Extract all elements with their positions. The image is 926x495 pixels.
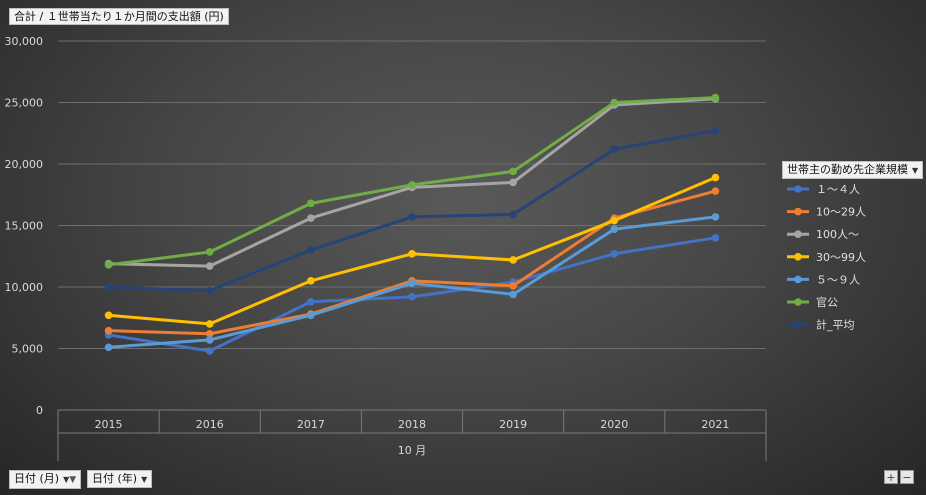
dropdown-arrow-icon: ▼ (141, 475, 148, 484)
axis-field-button-month[interactable]: 日付 (月) ▼▼ (9, 470, 82, 489)
data-point (610, 145, 619, 154)
data-point (307, 297, 315, 306)
data-point (408, 279, 416, 288)
data-point (104, 326, 113, 335)
y-tick-label: 25,000 (5, 97, 44, 110)
data-point (610, 216, 619, 225)
x-axis-group-label: 10 月 (398, 444, 427, 457)
legend-field-button[interactable]: 世帯主の勤め先企業規模 ▼ (782, 161, 924, 179)
gridlines (58, 40, 766, 349)
legend-marker (794, 298, 802, 306)
legend-label: １～４人 (816, 183, 860, 196)
data-point (205, 262, 214, 270)
x-tick-label: 2016 (196, 418, 224, 431)
legend-label: 10～29人 (816, 206, 866, 219)
x-tick-label: 2018 (398, 418, 426, 431)
data-point (509, 167, 517, 176)
data-point (205, 347, 214, 355)
series-lines (104, 93, 720, 355)
legend-label: 30～99人 (816, 251, 866, 264)
y-tick-label: 30,000 (5, 35, 44, 48)
legend-marker (794, 252, 802, 261)
x-tick-label: 2020 (600, 418, 628, 431)
x-tick-label: 2019 (499, 418, 527, 431)
legend-marker (794, 320, 802, 329)
data-point (610, 225, 619, 233)
legend-label: 官公 (816, 295, 838, 309)
data-point (509, 210, 517, 219)
axis-field-label-month: 日付 (月) (14, 472, 60, 485)
x-tick-label: 2015 (95, 418, 123, 431)
collapse-minus-button[interactable]: − (900, 470, 914, 484)
legend-label: 100人～ (816, 228, 859, 241)
data-point (509, 178, 517, 187)
legend-marker (794, 230, 802, 238)
y-axis-ticks: 0 5,000 10,000 15,000 20,000 25,000 30,000 (5, 35, 44, 417)
data-point (104, 283, 113, 291)
axis-field-label-year: 日付 (年) (92, 472, 138, 485)
legend-field-label: 世帯主の勤め先企業規模 (787, 163, 908, 176)
data-point (711, 234, 720, 242)
data-point (711, 173, 720, 182)
legend-marker (794, 185, 802, 193)
dropdown-arrow-icon: ▼ (63, 475, 70, 484)
filter-funnel-icon: ▼ (69, 475, 77, 485)
data-point (205, 320, 214, 328)
data-point (104, 343, 113, 352)
series-line (107, 189, 717, 336)
legend-label: 計_平均 (816, 318, 855, 332)
data-point (205, 286, 214, 295)
data-point (307, 277, 315, 285)
data-point (307, 311, 315, 320)
y-tick-label: 15,000 (5, 220, 44, 233)
dropdown-arrow-icon: ▼ (912, 166, 919, 175)
y-tick-label: 5,000 (12, 343, 44, 356)
data-point (307, 199, 315, 208)
data-point (509, 281, 517, 290)
data-point (205, 248, 214, 256)
data-point (205, 329, 214, 338)
data-point (711, 187, 720, 195)
data-point (711, 93, 720, 102)
legend-label: ５～９人 (816, 273, 860, 286)
data-point (408, 181, 416, 189)
data-point (711, 126, 720, 135)
x-axis: 2015 2016 2017 2018 2019 2020 2021 10 月 (57, 409, 767, 461)
data-point (711, 213, 720, 221)
data-point (408, 293, 416, 301)
data-point (307, 246, 315, 254)
value-field-button[interactable]: 合計 / １世帯当たり１か月間の支出額 (円) (9, 8, 229, 25)
legend-marker (794, 207, 802, 216)
x-tick-label: 2021 (701, 418, 729, 431)
y-tick-label: 0 (36, 404, 43, 417)
data-point (509, 256, 517, 264)
data-point (610, 98, 619, 107)
data-point (307, 214, 315, 222)
data-point (610, 249, 619, 258)
data-point (408, 213, 416, 221)
data-point (205, 336, 214, 344)
data-point (104, 311, 113, 320)
data-point (509, 290, 517, 299)
axis-field-button-year[interactable]: 日付 (年) ▼ (87, 470, 153, 488)
x-tick-label: 2017 (297, 418, 325, 431)
data-point (104, 261, 113, 269)
data-point (408, 249, 416, 258)
y-tick-label: 10,000 (5, 281, 44, 294)
legend-marker (794, 275, 802, 284)
expand-plus-button[interactable]: + (884, 470, 898, 484)
y-tick-label: 20,000 (5, 158, 44, 171)
